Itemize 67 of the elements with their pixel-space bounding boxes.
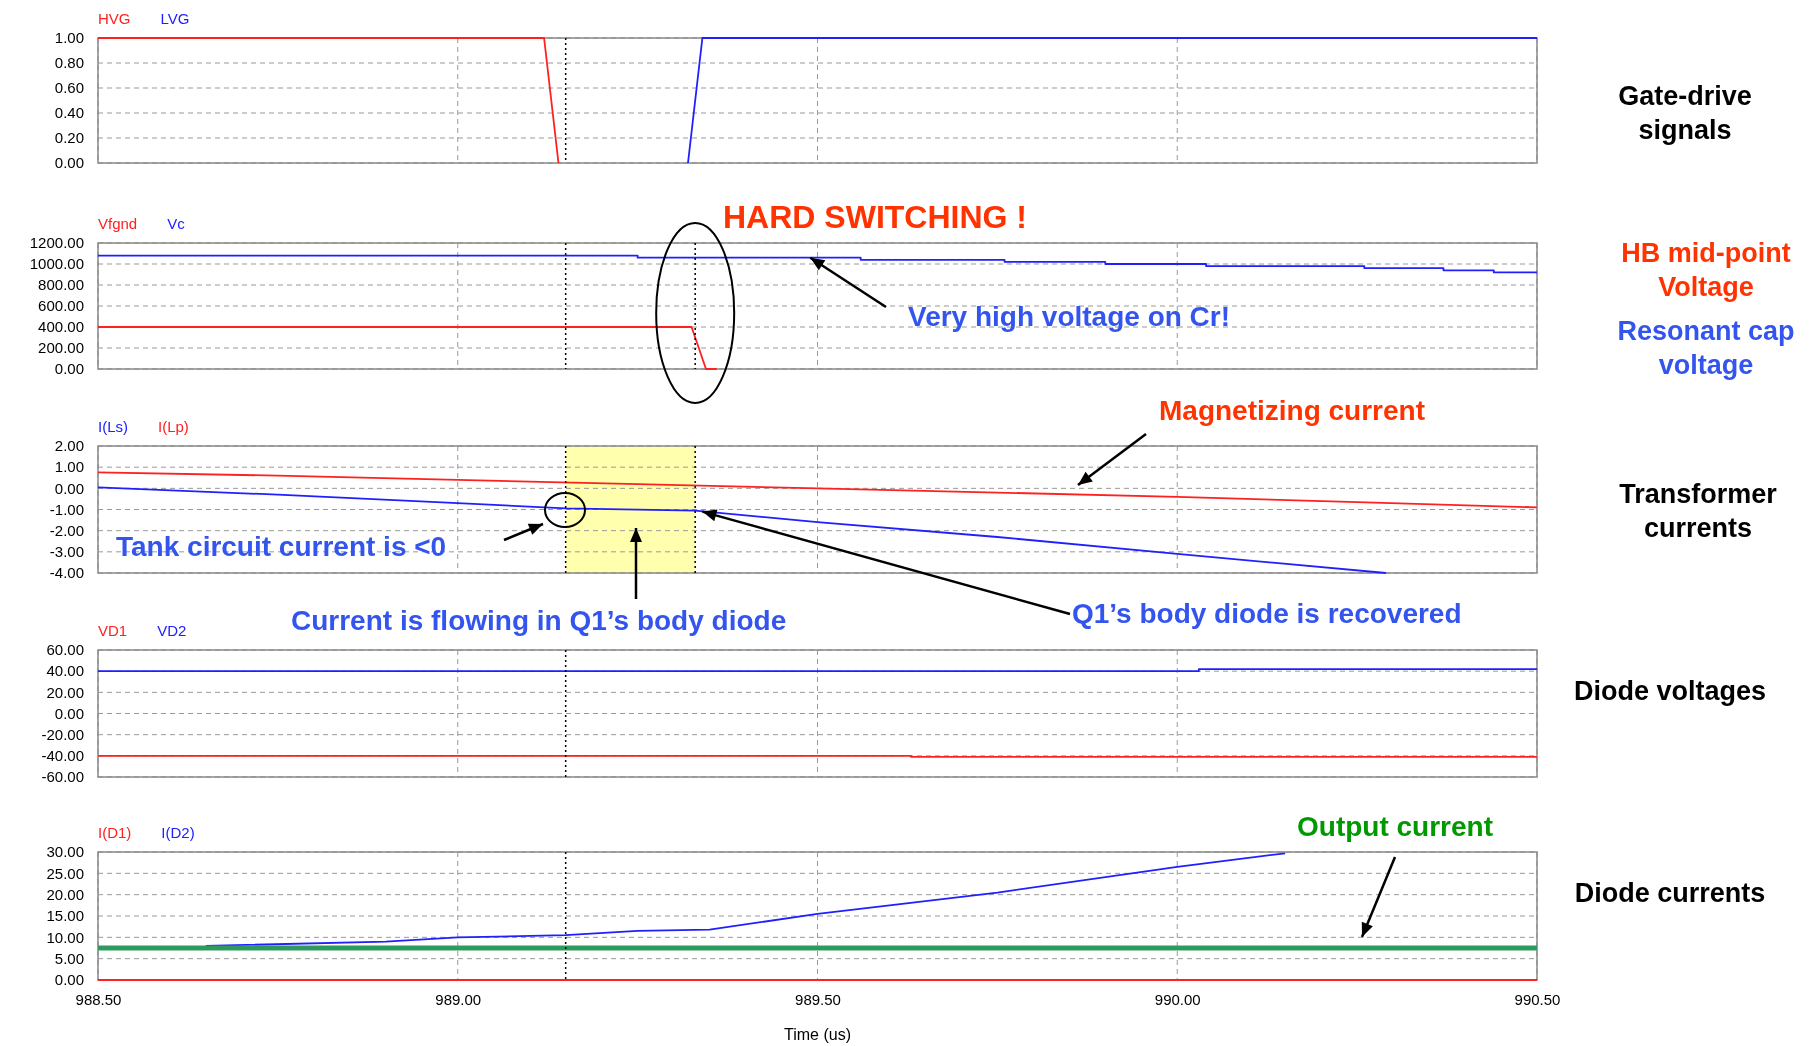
annotation: Tank circuit current is <0 bbox=[116, 531, 447, 562]
text: Magnetizing current bbox=[1159, 395, 1426, 426]
x-tick-label: 989.00 bbox=[435, 990, 482, 1008]
text: I(D1) bbox=[98, 824, 132, 841]
x-axis-title: Time (us) bbox=[784, 1026, 851, 1043]
annotation: Very high voltage on Cr! bbox=[908, 301, 1231, 332]
y-tick-label: 0.00 bbox=[54, 154, 84, 172]
y-tick-label: 0.60 bbox=[54, 79, 84, 97]
y-tick-label: -60.00 bbox=[41, 768, 84, 786]
text: I(Ls) bbox=[98, 418, 128, 435]
y-tick-label: 200.00 bbox=[38, 339, 84, 357]
text: HB mid-point Voltage bbox=[1621, 238, 1791, 302]
x-tick-label: 988.50 bbox=[75, 990, 122, 1008]
y-tick-label: 0.00 bbox=[54, 360, 84, 378]
y-tick-label: -2.00 bbox=[49, 521, 84, 539]
y-tick-label: 1.00 bbox=[54, 458, 84, 476]
y-tick-label: -3.00 bbox=[49, 543, 84, 561]
y-tick-label: -1.00 bbox=[49, 500, 84, 518]
y-tick-label: 0.20 bbox=[54, 129, 84, 147]
text: VD1 bbox=[98, 622, 128, 639]
y-tick-label: 800.00 bbox=[38, 276, 84, 294]
text: Gate-drive signals bbox=[1618, 81, 1752, 145]
y-tick-label: 60.00 bbox=[46, 641, 84, 659]
y-tick-label: 0.40 bbox=[54, 104, 84, 122]
text: I(Lp) bbox=[158, 418, 189, 435]
x-tick-label: 990.00 bbox=[1154, 990, 1201, 1008]
y-tick-label: 30.00 bbox=[46, 843, 84, 861]
y-tick-label: 5.00 bbox=[54, 949, 84, 967]
text: Transformer currents bbox=[1619, 479, 1778, 543]
annotation: Q1’s body diode is recovered bbox=[1072, 598, 1462, 629]
text: LVG bbox=[160, 10, 190, 27]
x-tick-label: 990.50 bbox=[1514, 990, 1561, 1008]
text: Output current bbox=[1297, 811, 1493, 842]
series-label: Vc bbox=[167, 215, 186, 232]
y-tick-label: 20.00 bbox=[46, 885, 84, 903]
y-tick-label: 25.00 bbox=[46, 864, 84, 882]
text: VD2 bbox=[157, 622, 187, 639]
y-tick-label: 0.00 bbox=[54, 704, 84, 722]
text: Diode voltages bbox=[1573, 676, 1767, 706]
y-tick-label: 1200.00 bbox=[29, 234, 84, 252]
y-tick-label: 0.00 bbox=[54, 971, 84, 989]
y-tick-label: 1.00 bbox=[54, 29, 84, 47]
line-series bbox=[97, 471, 1538, 509]
text: HARD SWITCHING ! bbox=[723, 199, 1027, 235]
line-series bbox=[97, 486, 1387, 574]
text: Diode currents bbox=[1574, 878, 1766, 908]
y-tick-label: 0.80 bbox=[54, 54, 84, 72]
text: I(D2) bbox=[161, 824, 195, 841]
y-tick-label: 15.00 bbox=[46, 907, 84, 925]
y-tick-label: 10.00 bbox=[46, 928, 84, 946]
x-tick-label: 989.50 bbox=[795, 990, 841, 1008]
y-tick-label: 600.00 bbox=[38, 297, 84, 315]
y-tick-label: 400.00 bbox=[38, 318, 84, 336]
text: Vfgnd bbox=[98, 215, 138, 232]
y-tick-label: 1000.00 bbox=[29, 255, 84, 273]
text: Resonant cap voltage bbox=[1617, 316, 1795, 380]
y-tick-label: 0.00 bbox=[54, 479, 84, 497]
y-tick-label: -40.00 bbox=[41, 747, 84, 765]
series-label: HVG bbox=[98, 10, 131, 27]
y-tick-label: 20.00 bbox=[46, 683, 84, 701]
text: Current is flowing in Q1’s body diode bbox=[291, 605, 787, 636]
y-tick-label: 40.00 bbox=[46, 662, 84, 680]
line-series bbox=[205, 852, 1287, 947]
y-tick-label: -4.00 bbox=[49, 564, 84, 582]
line-series bbox=[97, 254, 1538, 274]
y-tick-label: -20.00 bbox=[41, 725, 84, 743]
y-tick-label: 2.00 bbox=[54, 437, 84, 455]
